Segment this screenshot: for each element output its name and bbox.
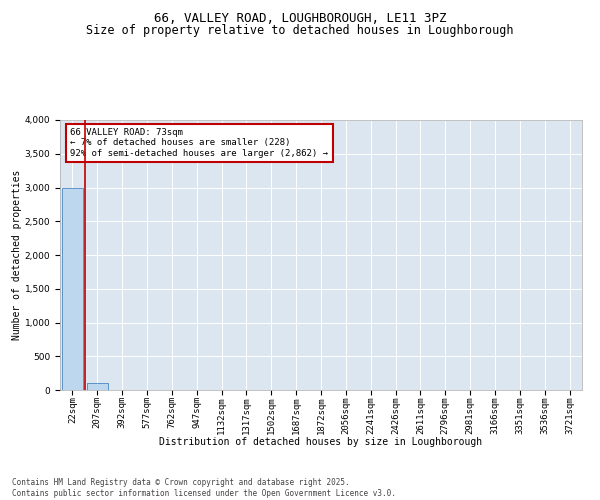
Text: Size of property relative to detached houses in Loughborough: Size of property relative to detached ho… [86, 24, 514, 37]
Text: Contains HM Land Registry data © Crown copyright and database right 2025.
Contai: Contains HM Land Registry data © Crown c… [12, 478, 396, 498]
Bar [87, 382, 108, 390]
Y-axis label: Number of detached properties: Number of detached properties [12, 170, 22, 340]
X-axis label: Distribution of detached houses by size in Loughborough: Distribution of detached houses by size … [160, 436, 482, 446]
Text: 66, VALLEY ROAD, LOUGHBOROUGH, LE11 3PZ: 66, VALLEY ROAD, LOUGHBOROUGH, LE11 3PZ [154, 12, 446, 26]
Bar [62, 188, 83, 390]
Text: 66 VALLEY ROAD: 73sqm
← 7% of detached houses are smaller (228)
92% of semi-deta: 66 VALLEY ROAD: 73sqm ← 7% of detached h… [70, 128, 328, 158]
